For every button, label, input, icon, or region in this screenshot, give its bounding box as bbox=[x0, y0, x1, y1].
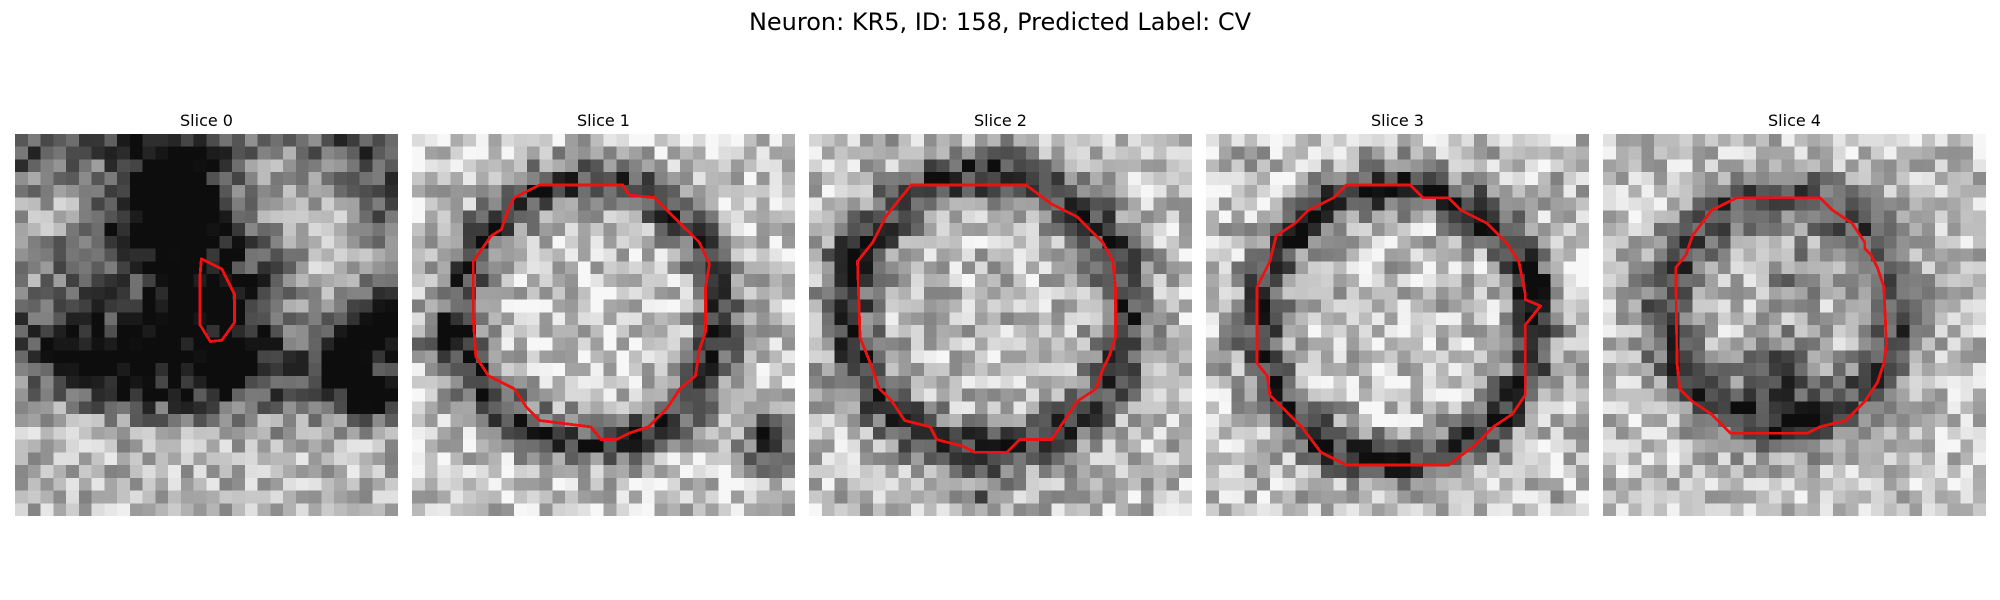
slice-title: Slice 4 bbox=[1603, 108, 1986, 134]
slice-image bbox=[1206, 134, 1589, 516]
slice-title: Slice 2 bbox=[809, 108, 1192, 134]
slice-image bbox=[1603, 134, 1986, 516]
slice-image bbox=[15, 134, 398, 516]
slice-title: Slice 0 bbox=[15, 108, 398, 134]
slice-panel-3: Slice 3 bbox=[1206, 108, 1589, 516]
slice-title: Slice 3 bbox=[1206, 108, 1589, 134]
slice-panel-2: Slice 2 bbox=[809, 108, 1192, 516]
slice-image bbox=[809, 134, 1192, 516]
slice-title: Slice 1 bbox=[412, 108, 795, 134]
slice-panel-4: Slice 4 bbox=[1603, 108, 1986, 516]
slice-panel-0: Slice 0 bbox=[15, 108, 398, 516]
slice-image bbox=[412, 134, 795, 516]
figure-title: Neuron: KR5, ID: 158, Predicted Label: C… bbox=[0, 8, 2000, 36]
slice-panel-1: Slice 1 bbox=[412, 108, 795, 516]
